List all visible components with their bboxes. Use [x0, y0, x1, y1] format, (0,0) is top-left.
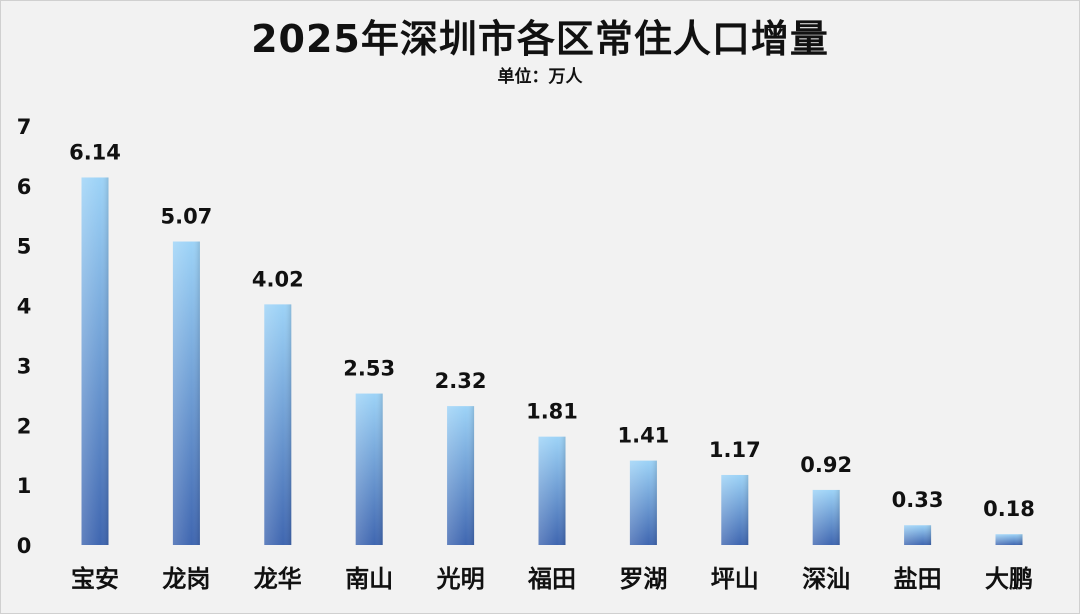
data-label: 0.33 [892, 488, 944, 512]
bar-shading [172, 241, 200, 545]
y-tick-label: 6 [17, 175, 32, 199]
data-label: 1.81 [526, 400, 578, 424]
x-tick-label: 坪山 [711, 565, 759, 593]
y-tick-label: 1 [17, 474, 32, 498]
data-label: 6.14 [69, 140, 121, 164]
bar-shading [447, 406, 475, 545]
bar-shading [81, 177, 109, 545]
bar-shading [538, 436, 566, 545]
y-tick-label: 2 [17, 414, 32, 438]
data-label: 2.53 [343, 357, 395, 381]
data-label: 2.32 [435, 369, 487, 393]
y-tick-label: 7 [17, 115, 32, 139]
x-tick-label: 南山 [345, 565, 393, 593]
bar-shading [812, 489, 840, 545]
bar-shading [904, 525, 932, 545]
bar-shading [995, 534, 1023, 545]
x-tick-label: 罗湖 [619, 565, 667, 593]
x-tick-label: 光明 [436, 565, 485, 593]
data-label: 4.02 [252, 267, 304, 291]
bars [81, 177, 1023, 545]
y-tick-label: 4 [17, 295, 32, 319]
y-axis: 0 1 2 3 4 5 6 7 [17, 115, 32, 558]
y-tick-label: 5 [17, 235, 32, 259]
y-tick-label: 3 [17, 354, 32, 378]
data-label: 1.17 [709, 438, 761, 462]
bar-shading [629, 460, 657, 545]
data-labels: 6.14 5.07 4.02 2.53 2.32 1.81 1.41 1.17 0.92 0.33… [69, 140, 1035, 521]
x-tick-label: 深汕 [802, 565, 850, 593]
x-tick-label: 大鹏 [985, 565, 1033, 593]
data-label: 0.18 [983, 497, 1035, 521]
y-tick-label: 0 [17, 534, 32, 558]
bar-shading [355, 393, 383, 545]
x-tick-label: 盐田 [894, 565, 942, 593]
data-label: 1.41 [617, 424, 669, 448]
chart-title: 2025年深圳市各区常住人口增量 [251, 17, 829, 61]
x-tick-label: 龙华 [254, 565, 302, 593]
x-tick-label: 福田 [527, 565, 576, 593]
bar-shading [721, 474, 749, 545]
bar-shading [264, 304, 292, 545]
data-label: 0.92 [800, 453, 852, 477]
x-tick-label: 宝安 [71, 565, 119, 593]
x-tick-label: 龙岗 [162, 565, 210, 593]
x-axis: 宝安 龙岗 龙华 南山 光明 福田 罗湖 坪山 深汕 盐田 大鹏 [71, 565, 1033, 593]
data-label: 5.07 [160, 205, 212, 229]
chart-subtitle: 单位：万人 [497, 67, 583, 87]
